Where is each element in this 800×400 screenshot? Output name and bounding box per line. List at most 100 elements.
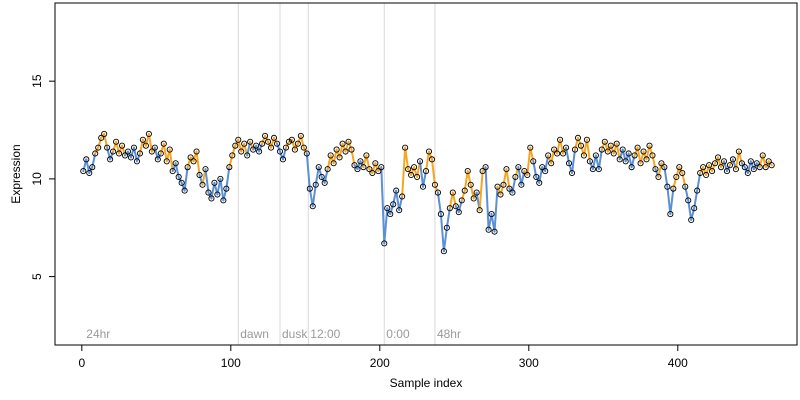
data-point	[628, 164, 635, 171]
data-point	[610, 150, 617, 157]
phase-label-4: 48hr	[437, 327, 461, 341]
data-point	[571, 146, 579, 153]
data-point	[652, 166, 659, 173]
data-point	[750, 166, 757, 173]
series-segment	[436, 191, 442, 216]
series-segment	[356, 160, 362, 171]
y-axis: 5 10 15	[30, 74, 55, 280]
data-point	[232, 142, 239, 149]
data-point	[366, 166, 373, 173]
phase-label-24hr: 24hr	[86, 327, 110, 341]
data-point	[175, 173, 182, 180]
data-point	[127, 154, 135, 161]
data-point	[542, 168, 549, 175]
x-tick-label: 100	[221, 356, 241, 370]
data-point	[706, 162, 713, 169]
data-point	[354, 166, 361, 173]
data-point	[408, 171, 415, 179]
data-point	[649, 152, 656, 159]
data-point	[673, 173, 680, 180]
data-point	[279, 156, 287, 163]
series-segment	[493, 185, 499, 233]
data-point	[390, 201, 397, 208]
series-segment	[195, 150, 201, 176]
series-segment	[371, 162, 377, 175]
series-segment	[425, 150, 430, 173]
series-segment	[121, 144, 127, 157]
phase-label-0: dawn	[240, 327, 269, 341]
data-point	[95, 144, 102, 151]
data-point	[253, 142, 260, 149]
data-point	[714, 154, 722, 161]
series-segment	[711, 162, 717, 173]
data-point	[297, 132, 304, 139]
data-points	[80, 130, 775, 255]
series-segment	[177, 175, 183, 184]
data-point	[178, 179, 185, 186]
series-segment	[305, 152, 311, 190]
data-point	[360, 164, 367, 171]
data-point	[765, 158, 772, 165]
series-segment	[237, 138, 243, 153]
data-point	[568, 169, 576, 177]
data-point	[324, 166, 331, 173]
data-point	[196, 171, 203, 179]
series-segment	[97, 136, 103, 149]
data-point	[691, 205, 698, 212]
data-point	[121, 152, 129, 159]
data-point	[449, 189, 456, 196]
data-point	[405, 166, 412, 173]
data-point	[485, 226, 492, 233]
data-point	[500, 181, 507, 188]
series-segment	[258, 142, 264, 153]
x-tick-label: 0	[78, 356, 85, 370]
series-segment	[225, 166, 231, 190]
data-point	[267, 144, 275, 151]
data-point	[80, 168, 87, 175]
data-point	[458, 197, 465, 204]
data-point	[98, 134, 105, 141]
data-point	[437, 211, 444, 218]
data-point	[202, 166, 209, 173]
data-point	[521, 168, 528, 175]
data-point	[762, 164, 769, 171]
data-point	[244, 152, 251, 159]
data-point	[133, 158, 140, 165]
data-point	[586, 158, 593, 165]
series-segment	[463, 170, 469, 192]
data-point	[688, 216, 695, 223]
data-point	[682, 183, 689, 190]
data-point	[646, 142, 653, 149]
data-point	[393, 187, 400, 194]
data-point	[145, 130, 152, 137]
data-point	[142, 142, 149, 149]
data-point	[679, 169, 686, 177]
data-point	[726, 162, 734, 169]
data-point	[193, 148, 200, 155]
data-point	[411, 164, 418, 171]
data-point	[658, 160, 665, 167]
data-point	[729, 156, 736, 163]
data-point	[113, 138, 120, 145]
data-point	[300, 144, 307, 151]
data-point	[291, 146, 298, 153]
data-point	[598, 146, 605, 153]
data-point	[116, 150, 123, 157]
data-point	[270, 134, 278, 141]
data-point	[515, 164, 522, 171]
series-segment	[669, 187, 675, 216]
series-segment	[276, 142, 281, 153]
data-point	[414, 173, 421, 180]
series-segment	[678, 166, 684, 175]
data-point	[670, 185, 677, 192]
data-point	[735, 148, 742, 155]
series-segment	[94, 146, 100, 155]
data-point	[604, 148, 611, 155]
data-point	[676, 164, 683, 171]
series-segment	[380, 166, 386, 245]
data-point	[256, 148, 263, 155]
data-point	[247, 138, 254, 145]
data-point	[491, 228, 498, 235]
data-point	[482, 164, 489, 171]
